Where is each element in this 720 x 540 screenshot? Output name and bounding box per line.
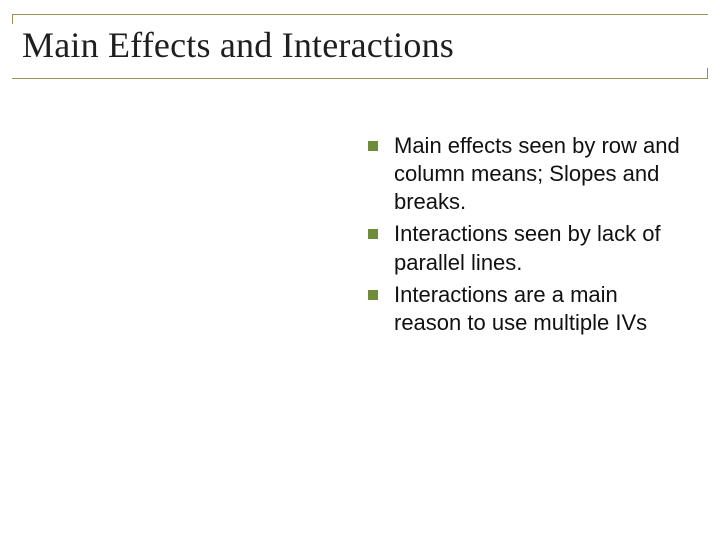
list-item: Interactions seen by lack of parallel li…: [368, 220, 688, 276]
square-bullet-icon: [368, 290, 378, 300]
list-item: Interactions are a main reason to use mu…: [368, 281, 688, 337]
bullet-text: Main effects seen by row and column mean…: [394, 132, 688, 216]
slide-title: Main Effects and Interactions: [22, 24, 454, 66]
title-rule-cap-right: [707, 68, 708, 78]
square-bullet-icon: [368, 141, 378, 151]
square-bullet-icon: [368, 229, 378, 239]
bullet-text: Interactions are a main reason to use mu…: [394, 281, 688, 337]
list-item: Main effects seen by row and column mean…: [368, 132, 688, 216]
title-rule-top: [12, 14, 708, 15]
title-rule-cap-left: [12, 14, 13, 24]
bullet-text: Interactions seen by lack of parallel li…: [394, 220, 688, 276]
title-rule-bottom: [12, 78, 708, 79]
slide: Main Effects and Interactions Main effec…: [0, 0, 720, 540]
bullet-list: Main effects seen by row and column mean…: [368, 132, 688, 341]
